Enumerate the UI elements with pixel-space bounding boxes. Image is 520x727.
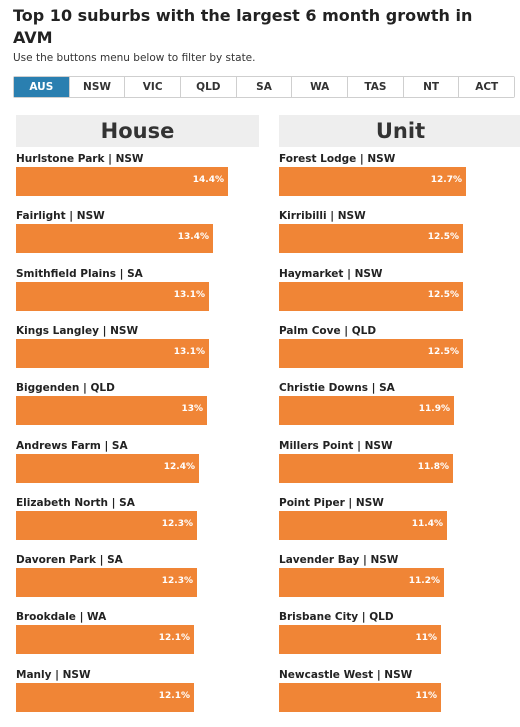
bar: 13.4% bbox=[16, 224, 213, 254]
bar-value-label: 13% bbox=[181, 404, 203, 415]
bar-value-label: 13.4% bbox=[177, 232, 209, 243]
bar-category-label: Christie Downs | SA bbox=[279, 382, 395, 395]
bar-value-label: 12.5% bbox=[427, 289, 459, 300]
unit-chart-title: Unit bbox=[279, 115, 520, 147]
tab-nt[interactable]: NT bbox=[402, 77, 459, 97]
bar: 11% bbox=[279, 625, 441, 655]
unit-chart: Unit Forest Lodge | NSW 12.7% Kirribilli |… bbox=[279, 115, 520, 712]
bar-category-label: Manly | NSW bbox=[16, 668, 91, 681]
bar-row: Point Piper | NSW 11.4% bbox=[279, 497, 520, 549]
bar-value-label: 12.3% bbox=[161, 518, 193, 529]
bar-row: Christie Downs | SA 11.9% bbox=[279, 382, 520, 434]
tab-sa[interactable]: SA bbox=[235, 77, 292, 97]
bar-row: Fairlight | NSW 13.4% bbox=[16, 210, 259, 262]
bar: 12.4% bbox=[16, 453, 199, 483]
bar-row: Brisbane City | QLD 11% bbox=[279, 611, 520, 663]
bar-category-label: Point Piper | NSW bbox=[279, 496, 384, 509]
bar-value-label: 12.5% bbox=[427, 346, 459, 357]
bar-row: Newcastle West | NSW 11% bbox=[279, 669, 520, 721]
bar-category-label: Forest Lodge | NSW bbox=[279, 153, 396, 165]
bar: 12.7% bbox=[279, 167, 466, 196]
bar-category-label: Newcastle West | NSW bbox=[279, 668, 413, 681]
tab-act[interactable]: ACT bbox=[458, 77, 515, 97]
bar: 12.5% bbox=[279, 281, 463, 311]
bar-value-label: 11.2% bbox=[408, 576, 440, 587]
tab-vic[interactable]: VIC bbox=[124, 77, 181, 97]
bar-row: Lavender Bay | NSW 11.2% bbox=[279, 554, 520, 606]
tab-nsw[interactable]: NSW bbox=[68, 77, 125, 97]
bar-row: Brookdale | WA 12.1% bbox=[16, 611, 259, 663]
bar-row: Haymarket | NSW 12.5% bbox=[279, 268, 520, 320]
bar-row: Elizabeth North | SA 12.3% bbox=[16, 497, 259, 549]
bar-value-label: 11.8% bbox=[417, 461, 449, 472]
bar-row: Davoren Park | SA 12.3% bbox=[16, 554, 259, 606]
bar-category-label: Palm Cove | QLD bbox=[279, 324, 377, 337]
bar-value-label: 12.5% bbox=[427, 232, 459, 243]
bar-value-label: 11% bbox=[415, 633, 437, 644]
bar: 12.1% bbox=[16, 625, 194, 655]
house-chart: House Hurlstone Park | NSW 14.4% Fairlight… bbox=[16, 115, 259, 712]
bar-category-label: Fairlight | NSW bbox=[16, 210, 105, 223]
bar-value-label: 11% bbox=[415, 690, 437, 701]
bar-value-label: 11.9% bbox=[418, 404, 450, 415]
bar: 12.3% bbox=[16, 568, 197, 598]
bar: 11% bbox=[279, 682, 441, 712]
bar-category-label: Millers Point | NSW bbox=[279, 439, 393, 452]
tab-qld[interactable]: QLD bbox=[180, 77, 236, 97]
bar-category-label: Andrews Farm | SA bbox=[16, 439, 128, 452]
bar-row: Millers Point | NSW 11.8% bbox=[279, 440, 520, 492]
bar-category-label: Hurlstone Park | NSW bbox=[16, 153, 144, 165]
tab-tas[interactable]: TAS bbox=[347, 77, 403, 97]
bar-category-label: Davoren Park | SA bbox=[16, 554, 123, 567]
bar-row: Forest Lodge | NSW 12.7% bbox=[279, 153, 520, 205]
bar-row: Kirribilli | NSW 12.5% bbox=[279, 210, 520, 262]
bar: 11.8% bbox=[279, 453, 453, 483]
bar-value-label: 12.4% bbox=[163, 461, 195, 472]
bar-value-label: 12.1% bbox=[158, 690, 190, 701]
bar-category-label: Brisbane City | QLD bbox=[279, 611, 394, 624]
bar: 12.5% bbox=[279, 224, 463, 254]
bar-category-label: Kirribilli | NSW bbox=[279, 210, 366, 223]
bar-category-label: Biggenden | QLD bbox=[16, 382, 115, 395]
tab-wa[interactable]: WA bbox=[291, 77, 348, 97]
bar-row: Kings Langley | NSW 13.1% bbox=[16, 325, 259, 377]
bar-value-label: 12.1% bbox=[158, 633, 190, 644]
bar-category-label: Smithfield Plains | SA bbox=[16, 267, 143, 280]
bar: 11.9% bbox=[279, 396, 454, 426]
bar-row: Manly | NSW 12.1% bbox=[16, 669, 259, 721]
bar-category-label: Brookdale | WA bbox=[16, 611, 107, 624]
bar-row: Biggenden | QLD 13% bbox=[16, 382, 259, 434]
bar-row: Andrews Farm | SA 12.4% bbox=[16, 440, 259, 492]
bar-value-label: 13.1% bbox=[173, 289, 205, 300]
bar: 14.4% bbox=[16, 167, 228, 196]
bar: 11.4% bbox=[279, 510, 447, 540]
bar-category-label: Haymarket | NSW bbox=[279, 267, 383, 280]
bar-row: Smithfield Plains | SA 13.1% bbox=[16, 268, 259, 320]
bar-value-label: 12.7% bbox=[430, 175, 462, 185]
bar-category-label: Elizabeth North | SA bbox=[16, 496, 135, 509]
bar: 13.1% bbox=[16, 281, 209, 311]
bar-value-label: 11.4% bbox=[411, 518, 443, 529]
bar-value-label: 14.4% bbox=[192, 175, 224, 185]
bar: 12.3% bbox=[16, 510, 197, 540]
house-chart-title: House bbox=[16, 115, 259, 147]
bar-value-label: 13.1% bbox=[173, 346, 205, 357]
bar: 12.5% bbox=[279, 338, 463, 368]
bar-category-label: Kings Langley | NSW bbox=[16, 324, 139, 337]
bar-category-label: Lavender Bay | NSW bbox=[279, 554, 399, 567]
state-filter-menu: AUS NSW VIC QLD SA WA TAS NT ACT bbox=[13, 76, 515, 98]
page-subtitle: Use the buttons menu below to filter by … bbox=[13, 52, 256, 64]
bar: 13% bbox=[16, 396, 207, 426]
bar-row: Hurlstone Park | NSW 14.4% bbox=[16, 153, 259, 205]
bar: 11.2% bbox=[279, 568, 444, 598]
page-title: Top 10 suburbs with the largest 6 month … bbox=[13, 6, 473, 47]
bar-value-label: 12.3% bbox=[161, 576, 193, 587]
bar: 13.1% bbox=[16, 338, 209, 368]
tab-aus[interactable]: AUS bbox=[14, 77, 69, 97]
bar: 12.1% bbox=[16, 682, 194, 712]
bar-row: Palm Cove | QLD 12.5% bbox=[279, 325, 520, 377]
